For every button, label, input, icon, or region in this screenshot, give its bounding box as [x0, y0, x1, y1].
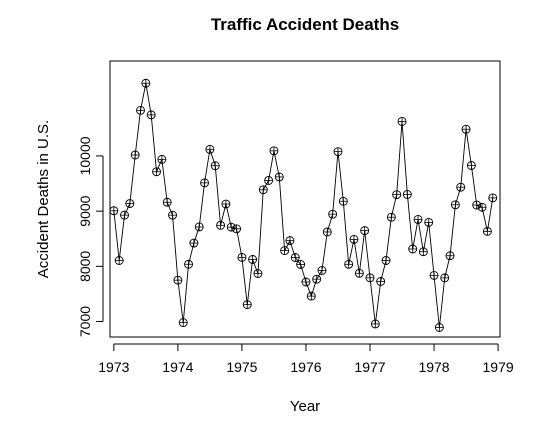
y-tick-label: 8000: [77, 251, 93, 282]
data-point: [376, 277, 386, 286]
x-axis: 1973 1974 1975 1976 1977 1978 1979: [98, 343, 514, 375]
x-tick-label: 1976: [290, 359, 321, 375]
data-point: [413, 214, 423, 224]
data-point: [141, 78, 151, 88]
data-point: [274, 172, 284, 182]
data-point: [408, 244, 418, 254]
y-tick-label: 9000: [77, 195, 93, 226]
data-point: [344, 259, 354, 269]
data-point: [488, 193, 498, 203]
data-point: [210, 161, 220, 171]
y-axis: 7000 8000 9000 10000: [77, 136, 104, 337]
data-point: [349, 234, 359, 244]
x-tick-label: 1979: [483, 359, 514, 375]
x-tick-label: 1974: [162, 359, 193, 375]
data-point: [424, 217, 434, 227]
x-tick-label: 1978: [418, 359, 449, 375]
series-line: [113, 83, 494, 328]
data-point: [253, 269, 263, 278]
data-point: [125, 199, 135, 209]
data-point: [477, 202, 487, 212]
data-point: [456, 182, 466, 192]
data-points: [109, 78, 498, 332]
data-point: [370, 319, 380, 329]
data-point: [280, 246, 290, 256]
data-point: [354, 268, 364, 278]
data-point: [381, 256, 391, 265]
data-point: [386, 212, 396, 222]
data-point: [114, 256, 124, 265]
plot-frame: [109, 60, 501, 338]
data-point: [216, 220, 226, 230]
data-point: [189, 238, 199, 248]
data-point: [237, 252, 247, 262]
data-point: [162, 197, 172, 207]
y-tick-label: 10000: [77, 136, 93, 175]
data-point: [285, 236, 295, 246]
data-point: [392, 190, 402, 200]
x-tick-label: 1975: [226, 359, 257, 375]
data-point: [418, 247, 428, 257]
data-point: [269, 146, 279, 156]
data-point: [306, 291, 316, 301]
data-point: [434, 323, 444, 332]
data-point: [173, 275, 183, 285]
data-point: [472, 200, 482, 210]
data-point: [450, 200, 460, 210]
data-point: [338, 196, 348, 206]
data-point: [120, 210, 129, 220]
data-point: [242, 300, 252, 310]
data-point: [360, 226, 370, 236]
data-point: [205, 144, 215, 154]
data-point: [429, 270, 439, 280]
data-point: [152, 167, 161, 177]
data-point: [146, 110, 156, 120]
data-point: [157, 154, 167, 164]
data-point: [402, 190, 412, 199]
data-point: [296, 260, 306, 269]
data-point: [333, 147, 343, 157]
data-point: [130, 150, 140, 160]
data-point: [322, 227, 332, 237]
data-point: [466, 161, 476, 170]
x-tick-label: 1973: [98, 359, 129, 375]
data-point: [397, 116, 407, 126]
data-point: [290, 253, 300, 262]
data-point: [365, 273, 375, 283]
data-point: [482, 226, 492, 236]
data-point: [258, 185, 268, 195]
data-point: [445, 251, 455, 261]
data-point: [301, 277, 311, 287]
data-point: [440, 273, 450, 283]
y-axis-label: Accident Deaths in U.S.: [35, 120, 52, 278]
data-point: [136, 105, 145, 115]
data-point: [184, 259, 194, 269]
data-point: [168, 210, 177, 220]
data-point: [194, 222, 204, 232]
data-point: [221, 199, 231, 209]
data-point: [200, 178, 210, 188]
data-point: [178, 318, 188, 328]
data-point: [226, 222, 236, 232]
data-point: [317, 266, 327, 275]
data-point: [232, 224, 242, 234]
data-point: [264, 176, 274, 185]
x-tick-label: 1977: [354, 359, 385, 375]
chart-title: Traffic Accident Deaths: [211, 15, 399, 34]
data-point: [461, 124, 471, 134]
data-point: [312, 274, 322, 284]
x-axis-label: Year: [290, 398, 320, 415]
data-point: [109, 206, 119, 216]
data-point: [328, 209, 338, 219]
data-point: [248, 255, 258, 264]
y-tick-label: 7000: [77, 306, 93, 337]
